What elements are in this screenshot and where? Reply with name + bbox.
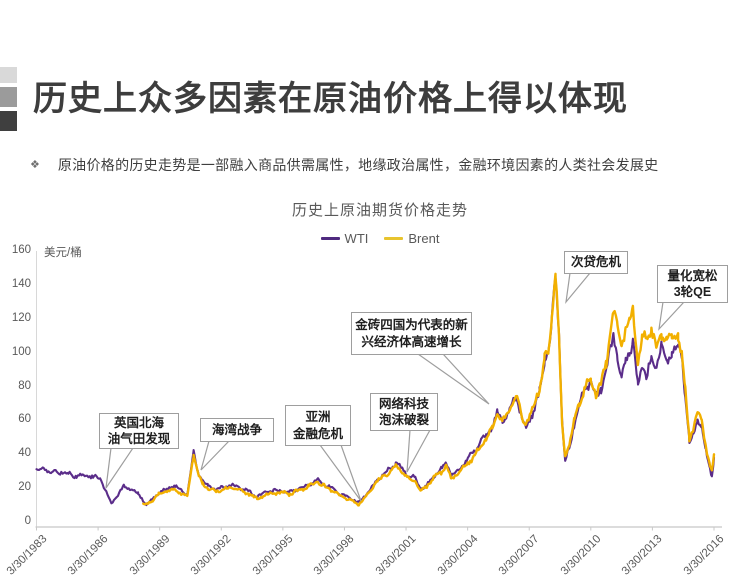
chart-title: 历史上原油期货价格走势 [291, 202, 468, 219]
annotation-line: 金砖四国为代表的新 [355, 318, 468, 333]
annotation-line: 英国北海 [113, 415, 164, 430]
y-axis-label: 120 [11, 311, 31, 324]
annotation-line: 次贷危机 [570, 255, 621, 270]
legend-item-wti: WTI [320, 231, 369, 246]
deco-square-light [0, 67, 17, 83]
y-axis-label: 60 [18, 413, 31, 426]
legend-line-icon [384, 237, 404, 240]
y-axis-label: 40 [18, 447, 31, 460]
annotation-gulf-war: 海湾战争 [200, 418, 274, 442]
legend-label: Brent [408, 231, 440, 246]
bullet-text: 原油价格的历史走势是一部融入商品供需属性，地缘政治属性，金融环境因素的人类社会发… [57, 157, 659, 173]
deco-square-mid [0, 87, 17, 107]
annotation-line: 亚洲 [305, 410, 331, 425]
y-axis-label: 140 [11, 277, 31, 290]
annotation-asian-financial-crisis: 亚洲 金融危机 [285, 405, 351, 446]
annotation-line: 网络科技 [378, 396, 429, 411]
y-axis-unit-label: 美元/桶 [44, 247, 82, 259]
annotation-dotcom-bubble-burst: 网络科技 泡沫破裂 [370, 393, 438, 431]
page-title: 历史上众多因素在原油价格上得以体现 [33, 80, 628, 118]
annotation-line: 3轮QE [673, 285, 712, 299]
bullet-diamond-icon: ❖ [30, 159, 40, 171]
annotation-line: 兴经济体高速增长 [361, 334, 462, 349]
y-axis-label: 160 [11, 244, 31, 256]
legend-label: WTI [344, 231, 369, 246]
annotation-line: 泡沫破裂 [378, 413, 429, 427]
annotation-line: 量化宽松 [667, 268, 718, 283]
bullet-row: ❖ 原油价格的历史走势是一部融入商品供需属性，地缘政治属性，金融环境因素的人类社… [30, 155, 730, 175]
legend-item-brent: Brent [384, 231, 439, 246]
annotation-uk-northsea-discovery: 英国北海 油气田发现 [99, 413, 179, 449]
legend-line-icon [320, 237, 340, 240]
annotation-quantitative-easing: 量化宽松 3轮QE [657, 265, 728, 303]
y-axis-label: 80 [18, 379, 31, 392]
y-axis-label: 20 [18, 481, 31, 494]
chart-legend: WTI Brent [140, 231, 620, 246]
annotation-subprime-crisis: 次贷危机 [564, 251, 628, 274]
deco-square-dark [0, 111, 17, 131]
annotation-line: 海湾战争 [211, 422, 262, 437]
annotation-bric-rapid-growth: 金砖四国为代表的新 兴经济体高速增长 [351, 312, 472, 355]
annotation-line: 金融危机 [292, 426, 343, 441]
y-axis-label: 0 [24, 515, 31, 527]
y-axis-label: 100 [11, 345, 31, 358]
annotation-line: 油气田发现 [107, 432, 171, 446]
